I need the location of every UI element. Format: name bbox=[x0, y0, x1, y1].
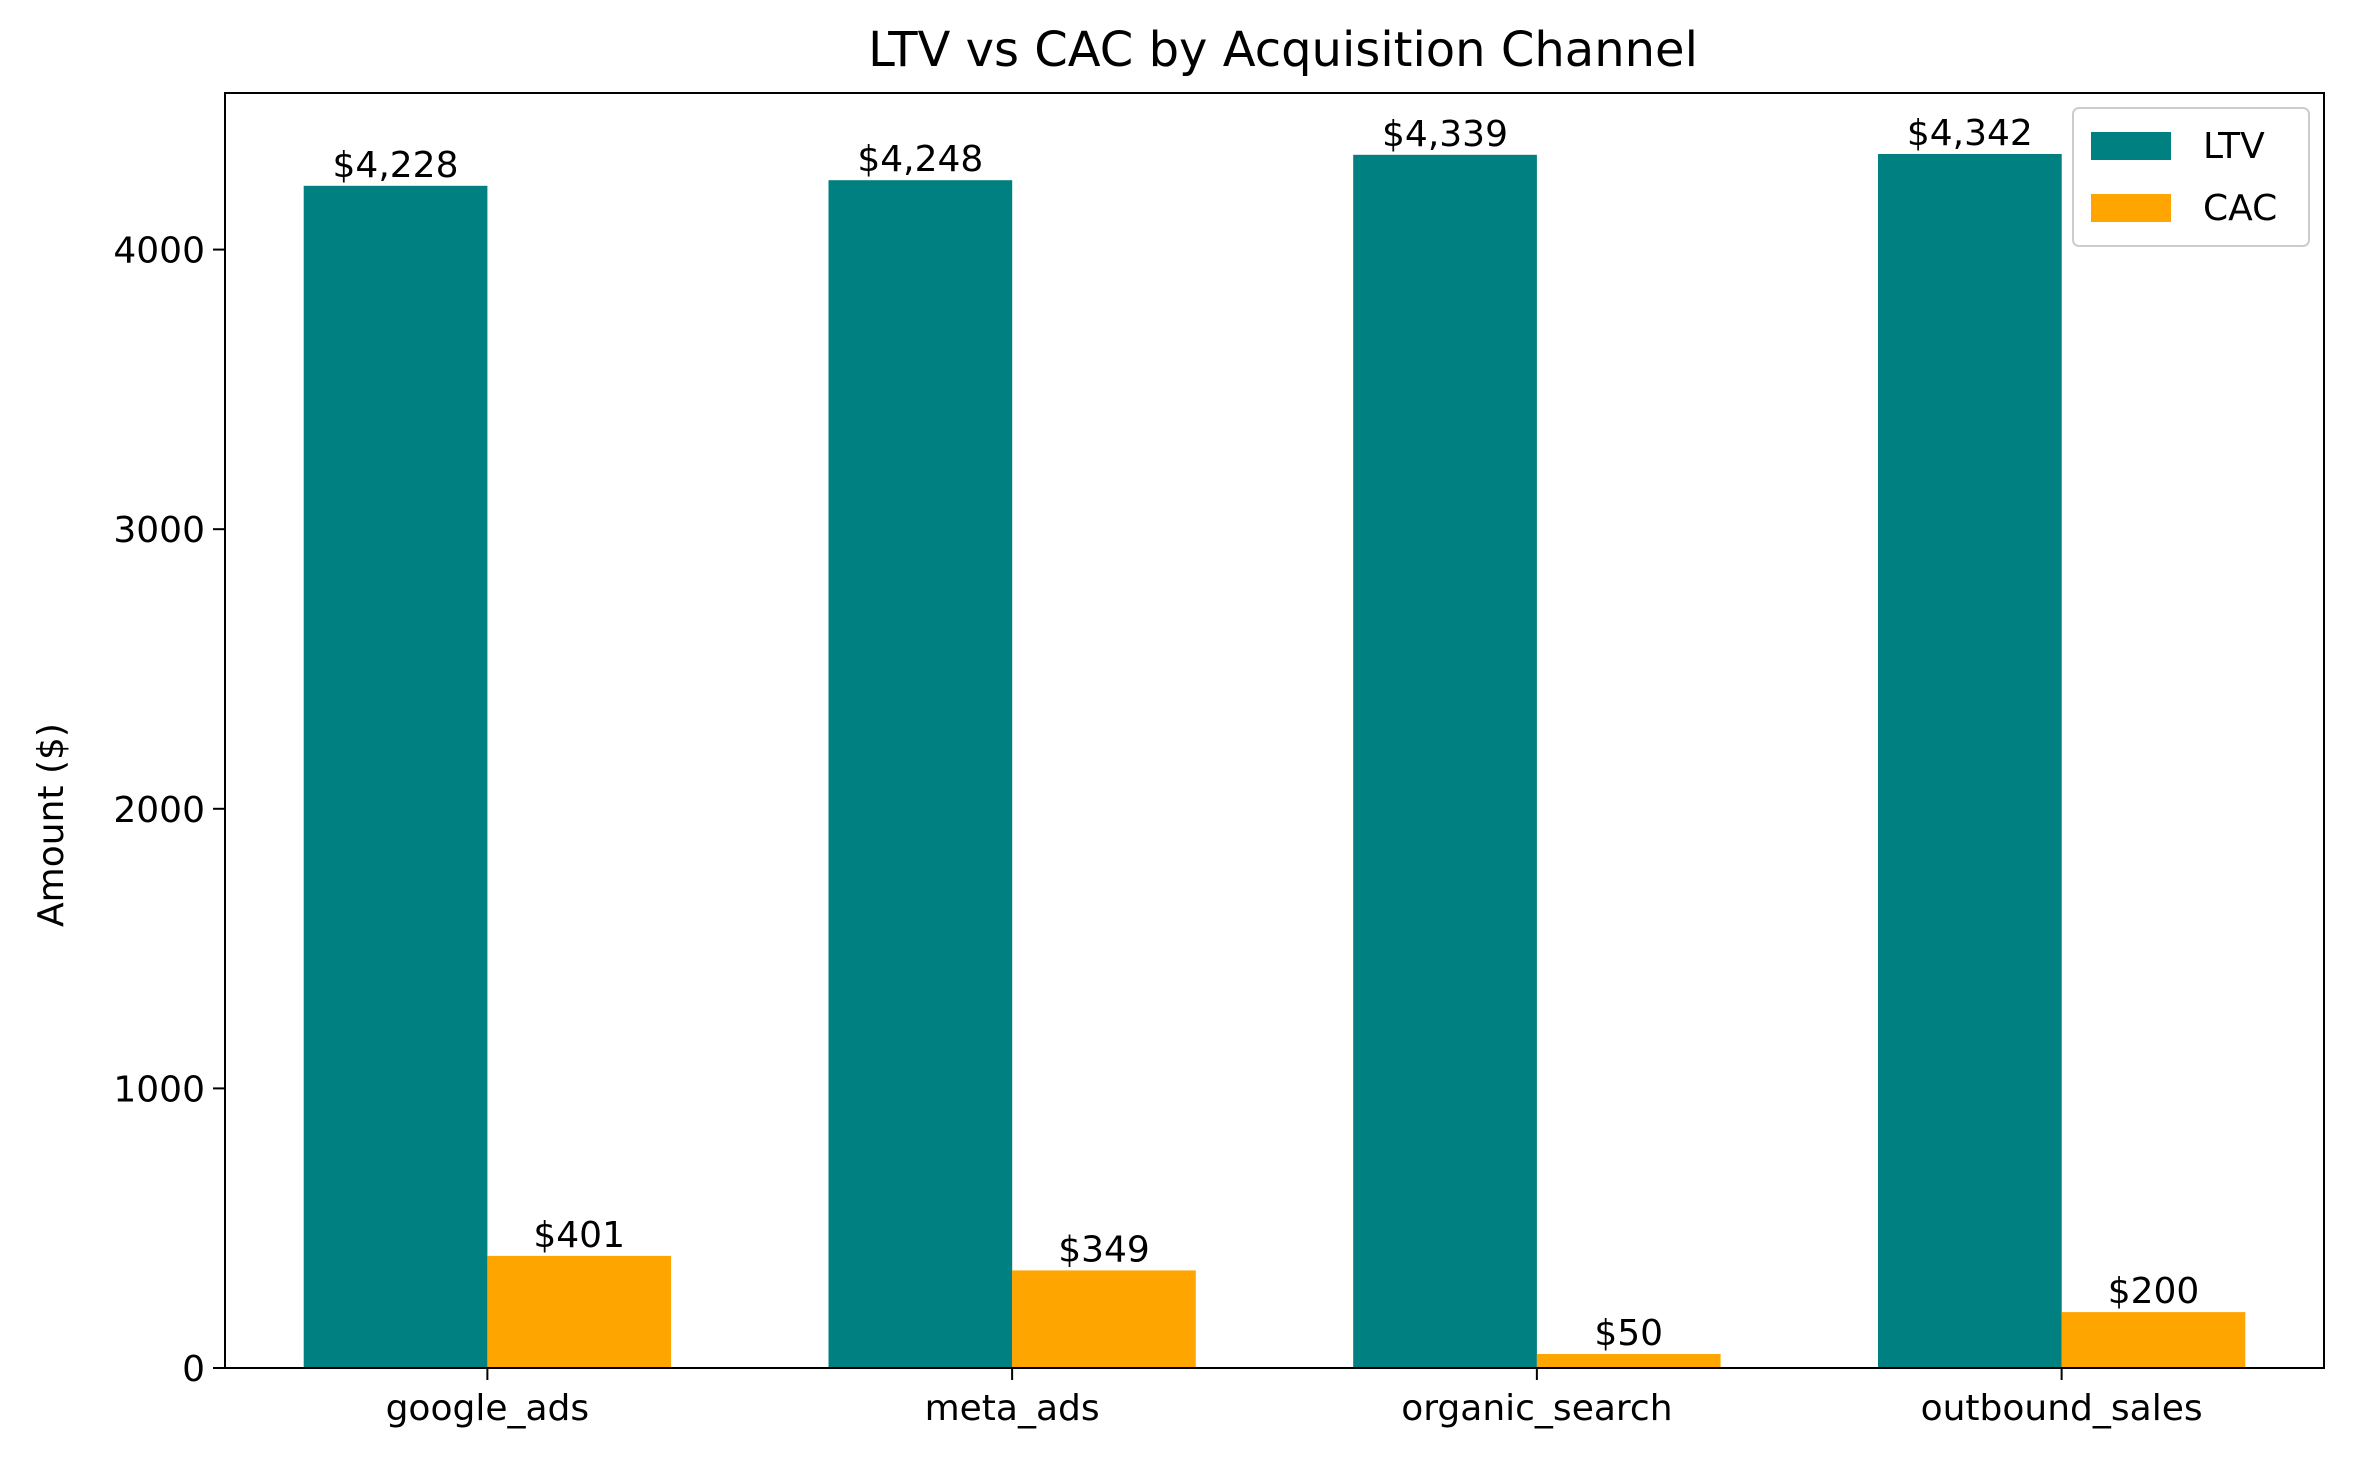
bar-cac-outbound_sales bbox=[2061, 1312, 2246, 1368]
data-labels-layer: $4,228 $401 $4,248 $349 $4,339 $50 $4,342 $200 bbox=[333, 113, 2200, 1354]
legend-swatch-cac bbox=[2091, 194, 2171, 222]
x-tick-label-outbound_sales: outbound_sales bbox=[1921, 1388, 2203, 1429]
bars-layer bbox=[303, 154, 2246, 1369]
data-label-ltv-outbound_sales: $4,342 bbox=[1907, 113, 2033, 154]
y-tick-label: 4000 bbox=[113, 231, 205, 272]
y-tick-label: 0 bbox=[182, 1349, 205, 1390]
data-label-cac-organic_search: $50 bbox=[1594, 1313, 1663, 1354]
x-tick-label-google_ads: google_ads bbox=[386, 1388, 590, 1429]
y-tick-label: 2000 bbox=[113, 790, 205, 831]
legend-label-ltv: LTV bbox=[2203, 126, 2265, 167]
bar-cac-organic_search bbox=[1536, 1354, 1721, 1368]
bar-ltv-outbound_sales bbox=[1878, 154, 2062, 1368]
bar-ltv-meta_ads bbox=[828, 180, 1013, 1369]
bar-ltv-google_ads bbox=[303, 185, 488, 1368]
data-label-cac-outbound_sales: $200 bbox=[2108, 1271, 2200, 1312]
data-label-ltv-meta_ads: $4,248 bbox=[857, 139, 983, 180]
y-tick-label: 3000 bbox=[113, 510, 205, 551]
legend-label-cac: CAC bbox=[2203, 188, 2277, 229]
bar-cac-google_ads bbox=[487, 1255, 672, 1368]
x-tick-label-meta_ads: meta_ads bbox=[925, 1388, 1100, 1429]
x-tick-label-organic_search: organic_search bbox=[1401, 1388, 1672, 1429]
data-label-cac-google_ads: $401 bbox=[533, 1215, 625, 1256]
legend: LTV CAC bbox=[2072, 107, 2310, 247]
data-label-ltv-organic_search: $4,339 bbox=[1382, 114, 1508, 155]
y-axis-label: Amount ($) bbox=[31, 723, 72, 927]
axes-layer: 0 1000 2000 3000 4000 google_ads meta_ads organ… bbox=[113, 92, 2325, 1429]
chart-title: LTV vs CAC by Acquisition Channel bbox=[868, 22, 1698, 78]
y-tick-label: 1000 bbox=[113, 1069, 205, 1110]
bar-ltv-organic_search bbox=[1353, 154, 1537, 1368]
legend-swatch-ltv bbox=[2091, 132, 2171, 160]
plot-frame bbox=[224, 92, 2325, 1369]
data-label-cac-meta_ads: $349 bbox=[1058, 1229, 1150, 1270]
data-label-ltv-google_ads: $4,228 bbox=[333, 145, 459, 186]
bar-cac-meta_ads bbox=[1012, 1270, 1196, 1368]
